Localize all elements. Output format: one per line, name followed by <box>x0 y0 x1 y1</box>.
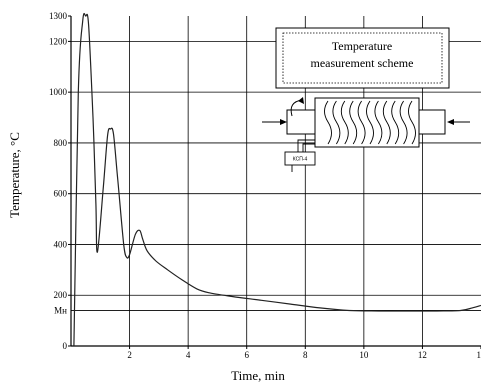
recorder-label: КСП-4 <box>293 157 308 163</box>
inset-title-inner-frame <box>282 32 443 84</box>
x-tick-label-5: 10 <box>359 350 369 360</box>
x-tick-label-4: 8 <box>303 350 308 360</box>
coil-turn-10 <box>408 100 416 145</box>
coil-turn-3 <box>349 100 358 145</box>
series-line <box>73 12 481 347</box>
coil-turn-1 <box>332 100 341 145</box>
y-tick-label-2: 400 <box>54 239 68 249</box>
axes <box>70 16 481 347</box>
y-tick-label-1: 200 <box>54 290 68 300</box>
thermocouple-wire <box>297 139 315 152</box>
y-tick-label-0: 0 <box>63 341 68 351</box>
furnace-right-cap <box>418 109 446 135</box>
right-arrow-icon <box>447 119 454 125</box>
coil-turn-5 <box>366 100 374 145</box>
x-tick-label-6: 12 <box>418 350 427 360</box>
y-tick-label-7: 1300 <box>49 11 68 21</box>
y-tick-label-6: 1200 <box>49 36 68 46</box>
x-tick-label-7: 1 <box>477 350 481 360</box>
tick-labels: 0 200 400 600 800 1000 1200 1300 2 4 6 8 10 12 1 <box>49 11 481 360</box>
reference-line-label: Мн <box>54 305 67 315</box>
y-tick-label-4: 800 <box>54 138 68 148</box>
recorder-box <box>284 151 316 166</box>
x-tick-label-1: 2 <box>127 350 132 360</box>
coil-turn-0 <box>324 100 332 145</box>
coil-turn-7 <box>382 100 391 145</box>
coil-turn-8 <box>391 100 400 145</box>
x-tick-label-2: 4 <box>186 350 191 360</box>
thermocouple-wire-2 <box>302 143 315 152</box>
coil-turn-2 <box>340 100 349 145</box>
left-arrow-icon <box>280 119 287 125</box>
heating-coils <box>324 100 416 145</box>
inset-title-line-2: measurement scheme <box>311 56 414 70</box>
y-axis-label: Temperature, °C <box>7 132 22 218</box>
x-tick-label-3: 6 <box>244 350 249 360</box>
y-tick-label-5: 1000 <box>49 87 68 97</box>
measurement-scheme-inset: Temperature measurement scheme КСП-4 <box>262 27 470 172</box>
coil-turn-6 <box>374 100 383 145</box>
y-tick-label-3: 600 <box>54 189 68 199</box>
coil-turn-9 <box>399 100 408 145</box>
x-axis-label: Time, min <box>231 368 285 383</box>
inset-title-frame <box>275 27 450 89</box>
rotation-arrowhead <box>298 97 304 104</box>
inset-title-line-1: Temperature <box>332 39 392 53</box>
coil-turn-4 <box>357 100 366 145</box>
